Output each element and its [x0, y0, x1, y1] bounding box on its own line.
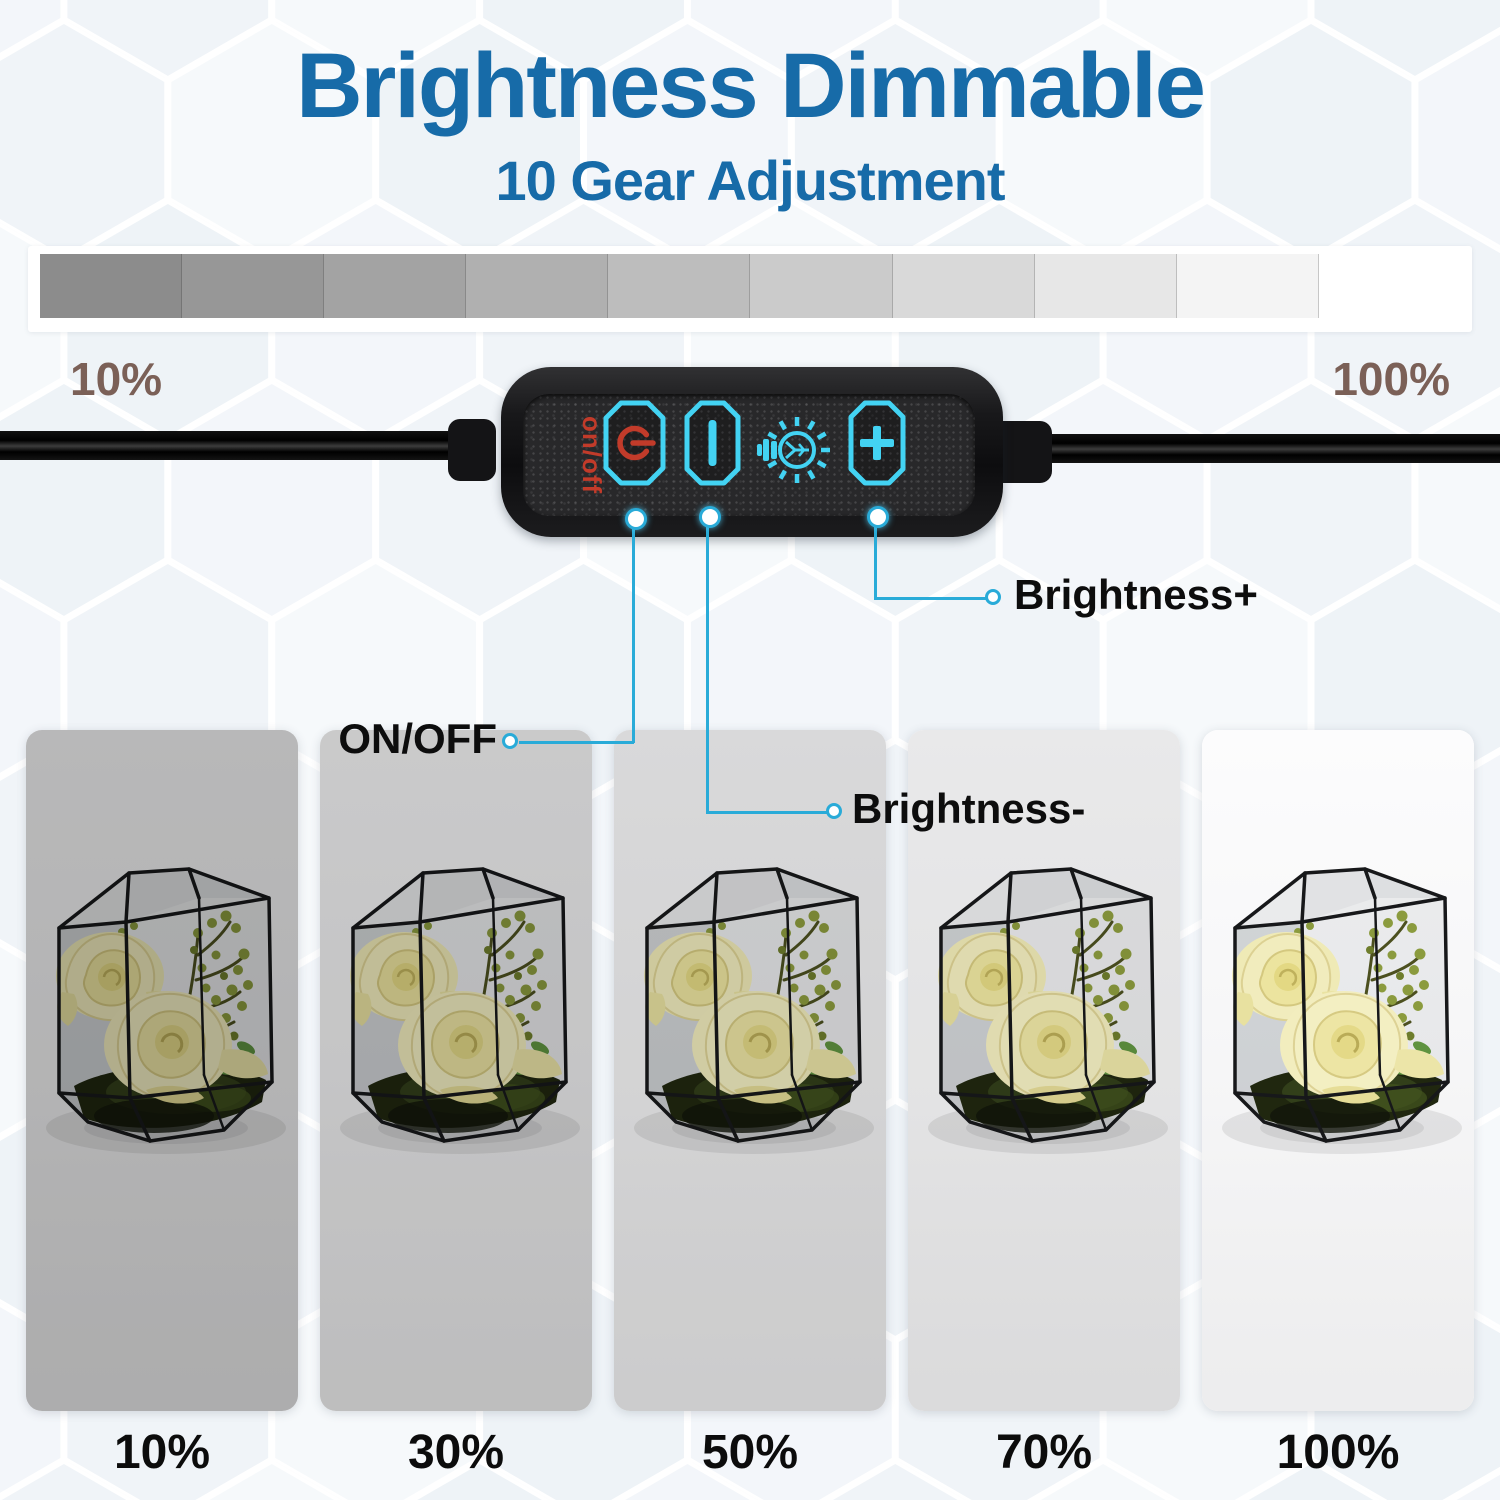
callout-line-plus-h — [875, 597, 988, 600]
gradient-segment — [1317, 254, 1460, 318]
glass-terrarium-with-roses — [928, 867, 1168, 1154]
power-cable-left — [0, 431, 462, 460]
callout-dot-minus — [699, 506, 721, 528]
gradient-segment — [323, 254, 466, 318]
brightness-example-panel: 100% — [1202, 730, 1474, 1480]
panel-brightness-label: 50% — [701, 1426, 799, 1479]
terrarium-scene — [908, 730, 1180, 1411]
callout-line-plus-v — [874, 514, 877, 600]
gradient-max-label: 100% — [1332, 353, 1450, 405]
gradient-segment — [607, 254, 750, 318]
brightness-example-panel: 30% — [320, 730, 592, 1480]
terrarium-photo-50 — [614, 730, 886, 1411]
glass-terrarium-with-roses — [1222, 867, 1462, 1154]
brightness-example-panel: 10% — [26, 730, 298, 1480]
light-bulb-icon — [757, 417, 830, 483]
glass-terrarium-with-roses — [634, 867, 874, 1154]
gradient-segment — [891, 254, 1034, 318]
controller-button-panel: on/off — [523, 394, 975, 516]
terrarium-scene — [320, 730, 592, 1411]
brightness-comparison-row: 10% — [26, 730, 1474, 1480]
gradient-segments — [40, 254, 1460, 318]
terrarium-photo-100 — [1202, 730, 1474, 1411]
page-subtitle: 10 Gear Adjustment — [495, 149, 1006, 212]
terrarium-scene — [26, 730, 298, 1411]
panel-brightness-label: 10% — [113, 1426, 211, 1479]
gradient-segment — [465, 254, 608, 318]
gradient-segment — [1175, 254, 1318, 318]
terrarium-photo-30 — [320, 730, 592, 1411]
onoff-side-label: on/off — [577, 416, 607, 494]
gradient-segment — [181, 254, 324, 318]
callout-endpoint-minus — [826, 803, 842, 819]
terrarium-photo-10 — [26, 730, 298, 1411]
glass-terrarium-with-roses — [340, 867, 580, 1154]
glass-terrarium-with-roses — [46, 867, 286, 1154]
brightness-minus-button-icon — [684, 400, 741, 486]
panel-brightness-label: 70% — [995, 1426, 1093, 1479]
callout-label-brightness-plus: Brightness+ — [1014, 571, 1258, 618]
panel-brightness-label: 30% — [407, 1426, 505, 1479]
gradient-segment — [749, 254, 892, 318]
brightness-plus-button-icon — [848, 400, 906, 486]
power-cable-right — [1040, 434, 1500, 463]
callout-line-minus-v — [706, 514, 709, 814]
callout-line-power-v — [632, 516, 635, 743]
callout-line-minus-h — [707, 811, 829, 814]
controller-glyphs: on/off — [577, 400, 906, 494]
callout-dot-power — [625, 508, 647, 530]
callout-endpoint-power — [502, 733, 518, 749]
callout-label-brightness-minus: Brightness- — [852, 785, 1086, 832]
gradient-segment — [1033, 254, 1176, 318]
callout-line-power-h — [519, 741, 634, 744]
page-title: Brightness Dimmable — [296, 35, 1206, 137]
callout-dot-plus — [867, 506, 889, 528]
cable-strain-relief-left — [448, 419, 496, 481]
gradient-min-label: 10% — [70, 353, 163, 405]
callout-endpoint-plus — [985, 589, 1001, 605]
brightness-example-panel: 50% — [614, 730, 886, 1480]
power-button-icon — [603, 400, 666, 486]
terrarium-scene — [614, 730, 886, 1411]
gradient-segment — [40, 254, 182, 318]
callout-label-onoff: ON/OFF — [338, 715, 497, 762]
panel-brightness-label: 100% — [1276, 1426, 1400, 1479]
brightness-example-panel: 70% — [908, 730, 1180, 1480]
brightness-gradient-bar — [28, 246, 1472, 332]
terrarium-photo-70 — [908, 730, 1180, 1411]
inline-remote-controller: on/off — [501, 367, 1003, 537]
terrarium-scene — [1202, 730, 1474, 1411]
